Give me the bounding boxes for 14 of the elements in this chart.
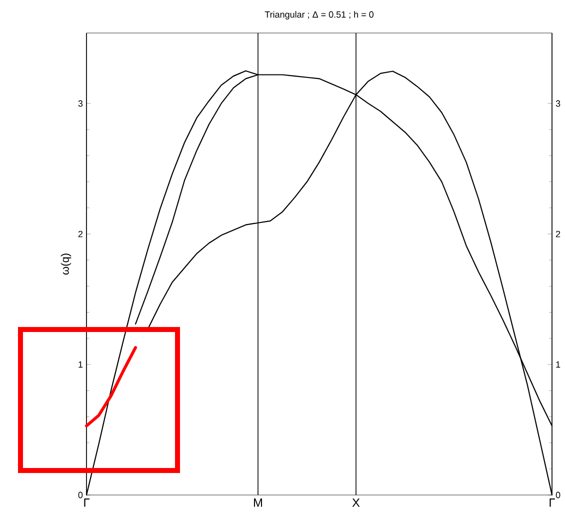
y-tick-label: 1 xyxy=(78,361,83,368)
y-tick-label: 0 xyxy=(78,492,83,498)
y2-tick-label: 1 xyxy=(556,361,560,368)
y2-tick-label: 2 xyxy=(556,230,560,238)
x-tick-label: M xyxy=(254,498,262,507)
y-axis-title: ω(q) xyxy=(60,254,72,275)
x-tick-label: Γ xyxy=(84,498,90,507)
chart-title: Triangular ; Δ = 0.51 ; h = 0 xyxy=(264,11,374,20)
y-tick-label: 3 xyxy=(78,100,83,107)
x-tick-label: X xyxy=(352,498,360,507)
y2-tick-label: 0 xyxy=(556,492,560,498)
y-tick-label: 2 xyxy=(78,230,83,238)
y2-tick-label: 3 xyxy=(556,100,560,107)
x-tick-label: Γ xyxy=(550,498,555,507)
